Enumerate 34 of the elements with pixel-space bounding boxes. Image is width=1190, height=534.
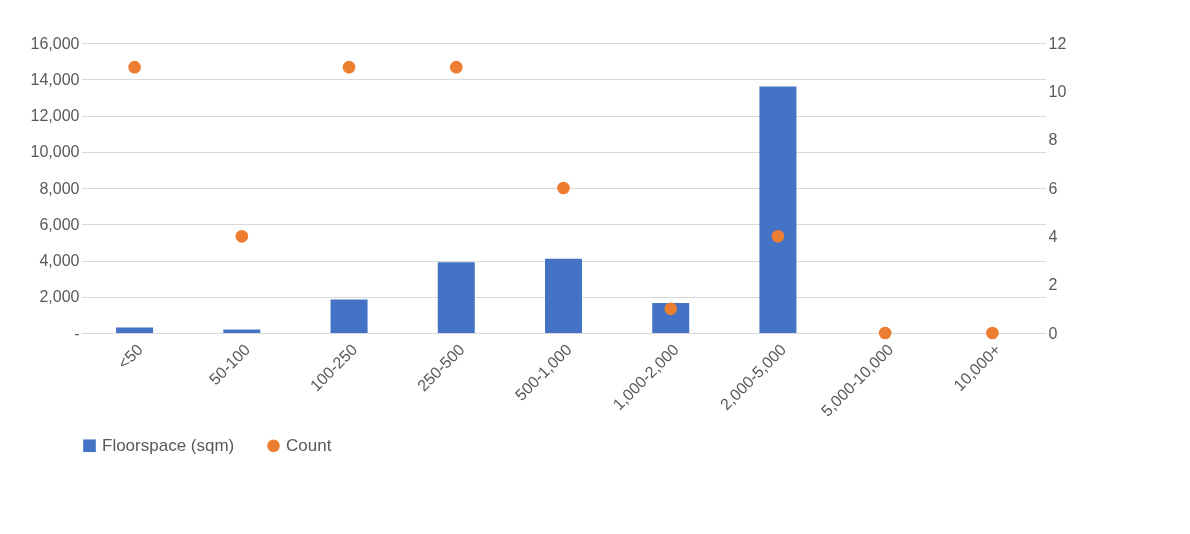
y-tick-label: 6,000 [39,215,80,233]
bar [437,262,475,333]
bar [223,329,261,333]
point [235,230,249,243]
point [342,60,356,74]
bar [330,299,368,333]
bar [545,258,582,333]
y-tick-label: 4,000 [39,252,80,269]
y-tick-label: - [74,324,80,342]
legend-label: Count [286,435,332,455]
y2-tick-label: 2 [1048,276,1058,294]
bar [759,86,797,333]
y-tick-label: 16,000 [30,34,80,52]
point [128,60,141,74]
bar [116,327,154,333]
point [664,302,678,316]
x-tick-label: <50 [114,340,146,373]
point [557,181,570,195]
y2-tick-label: 4 [1048,227,1058,245]
y2-tick-label: 0 [1048,324,1058,342]
y-tick-label: 8,000 [39,179,80,197]
y-tick-label: 12,000 [30,107,80,124]
y-tick-label: 2,000 [39,288,80,306]
point [878,326,892,340]
y-tick-label: 10,000 [30,143,80,161]
point [771,230,785,243]
y2-tick-label: 10 [1048,82,1067,100]
y2-tick-label: 6 [1048,179,1058,197]
legend-label: Floorspace (sqm) [102,435,235,455]
point [449,60,463,74]
y2-tick-label: 8 [1048,131,1058,149]
point [986,326,999,340]
y2-tick-label: 12 [1048,34,1067,52]
y-tick-label: 14,000 [30,70,80,88]
